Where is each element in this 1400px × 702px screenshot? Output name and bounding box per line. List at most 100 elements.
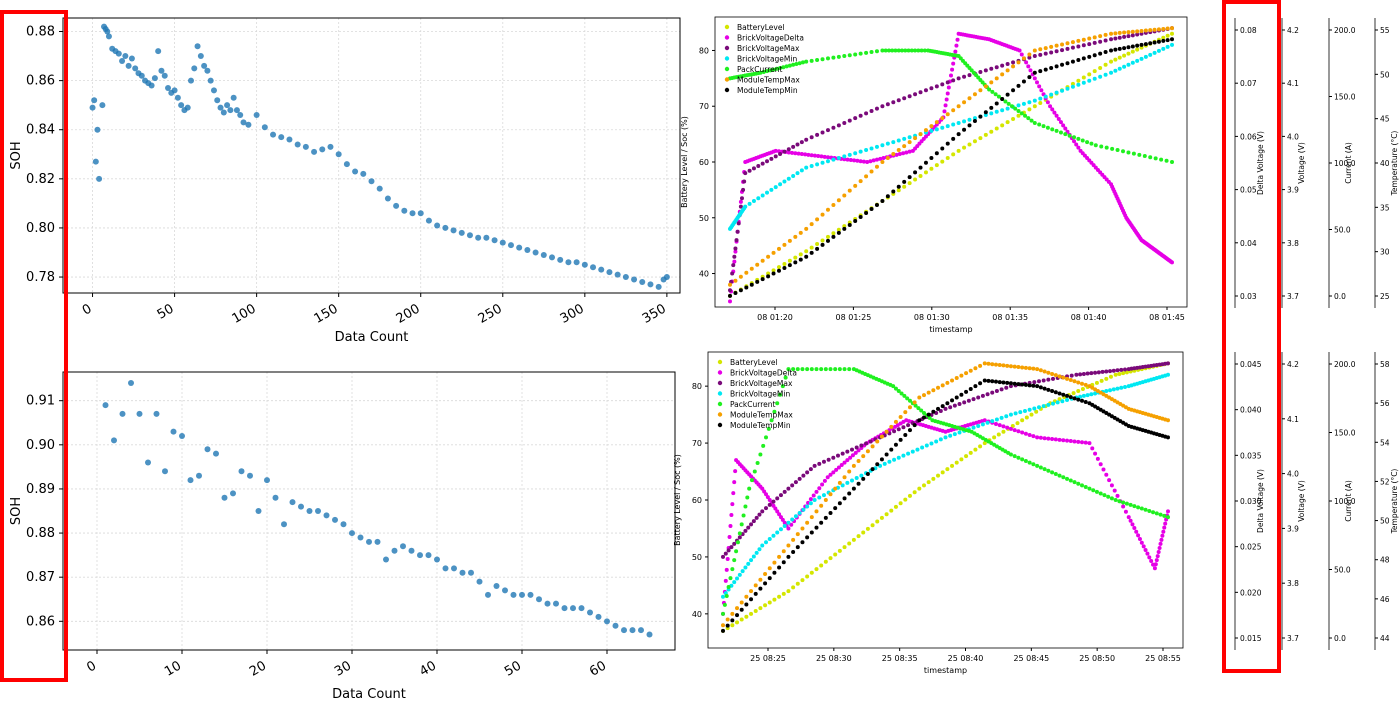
series-point-ModuleTempMin — [786, 554, 791, 559]
series-point-BatteryLevel — [1034, 409, 1039, 414]
series-point-PackCurrent — [1139, 506, 1144, 511]
series-point-ModuleTempMax — [968, 368, 973, 373]
axis-tick-label: 3.8 — [1287, 239, 1299, 248]
axis-tick-label: 4.0 — [1287, 470, 1299, 479]
series-point-BatteryLevel — [744, 614, 749, 619]
axis-tick-label: 0.0 — [1334, 292, 1346, 301]
series-point-BatteryLevel — [1139, 45, 1144, 50]
series-point-PackCurrent — [853, 52, 858, 57]
series-point-BatteryLevel — [1126, 51, 1131, 56]
series-point-BrickVoltageMin — [815, 162, 820, 167]
series-point-PackCurrent — [791, 62, 796, 67]
series-point-PackCurrent — [758, 452, 763, 457]
series-point-PackCurrent — [1132, 504, 1137, 509]
series-point-PackCurrent — [734, 549, 739, 554]
series-point-BrickVoltageMin — [732, 580, 737, 585]
series-point-ModuleTempMax — [1035, 367, 1040, 372]
series-point-ModuleTempMax — [728, 282, 732, 287]
series-point-BrickVoltageMax — [782, 149, 787, 154]
series-point-BrickVoltageMax — [767, 502, 772, 507]
series-point-BrickVoltageMin — [983, 112, 988, 117]
series-point-BrickVoltageDelta — [775, 509, 780, 514]
series-point-ModuleTempMax — [1166, 418, 1170, 423]
series-point-BrickVoltageMin — [817, 495, 822, 500]
series-point-BatteryLevel — [739, 617, 744, 622]
axis-label: Current (A) — [1344, 480, 1353, 522]
series-point-BrickVoltageMin — [1078, 394, 1083, 399]
series-point-BrickVoltageDelta — [865, 160, 870, 164]
series-point-BrickVoltageMin — [994, 109, 999, 114]
series-point-BrickVoltageDelta — [732, 480, 737, 485]
series-point-PackCurrent — [1121, 149, 1126, 154]
axis-tick-label: 200.0 — [1334, 26, 1356, 35]
series-point-PackCurrent — [795, 367, 800, 372]
series-point-BatteryLevel — [1024, 415, 1029, 420]
series-point-ModuleTempMin — [1083, 400, 1088, 405]
series-point-BrickVoltageMin — [934, 127, 939, 132]
series-point-BrickVoltageMax — [786, 486, 791, 491]
series-point-BrickVoltageDelta — [897, 152, 902, 157]
axis-tick-label: 35 — [1380, 203, 1390, 212]
series-point-BrickVoltageMax — [1069, 373, 1074, 378]
series-point-BrickVoltageMax — [782, 489, 787, 494]
data-point — [99, 102, 106, 109]
series-point-PackCurrent — [906, 48, 911, 53]
series-point-ModuleTempMin — [950, 398, 955, 403]
legend-marker — [724, 24, 730, 30]
data-point — [204, 67, 211, 74]
series-point-BrickVoltageMin — [1046, 402, 1051, 407]
series-point-BrickVoltageDelta — [727, 535, 732, 539]
x-tick-label: 25 08:45 — [1013, 654, 1049, 663]
series-point-PackCurrent — [847, 367, 852, 372]
series-point-BrickVoltageMin — [1036, 405, 1041, 410]
axis-tick-label: 45 — [1380, 115, 1390, 124]
series-point-ModuleTempMin — [828, 511, 833, 516]
axis-tick-label: 30 — [1380, 248, 1390, 257]
series-point-ModuleTempMax — [755, 262, 760, 267]
series-point-ModuleTempMin — [902, 179, 907, 184]
x-tick-label: 0 — [80, 301, 95, 318]
y-axis-label: Battery Level / Soc (%) — [680, 116, 689, 208]
series-point-BrickVoltageMax — [757, 512, 762, 517]
series-point-BrickVoltageDelta — [1083, 440, 1088, 445]
series-point-PackCurrent — [916, 406, 921, 411]
data-point — [502, 587, 508, 594]
series-point-PackCurrent — [1076, 481, 1081, 486]
series-point-ModuleTempMax — [1143, 28, 1148, 33]
series-point-BrickVoltageDelta — [814, 489, 819, 494]
data-point — [233, 107, 240, 114]
series-point-BatteryLevel — [820, 238, 825, 243]
series-point-ModuleTempMin — [1027, 75, 1032, 80]
data-point — [153, 410, 160, 417]
series-point-BrickVoltageMin — [1065, 397, 1070, 402]
series-point-BrickVoltageMax — [1032, 380, 1037, 385]
series-point-BrickVoltageDelta — [1134, 529, 1139, 534]
axis-tick-label: 0.025 — [1240, 543, 1262, 552]
legend-label: ModuleTempMax — [730, 411, 793, 420]
series-point-BatteryLevel — [1170, 31, 1174, 36]
data-point — [213, 450, 219, 457]
series-point-PackCurrent — [1067, 133, 1072, 138]
series-point-ModuleTempMax — [1070, 40, 1075, 45]
series-point-ModuleTempMax — [847, 469, 852, 474]
y-tick-label: 80 — [692, 382, 702, 391]
data-point — [165, 84, 172, 91]
series-point-BrickVoltageMin — [1170, 42, 1174, 47]
series-point-BrickVoltageMax — [1093, 370, 1098, 375]
series-point-BrickVoltageMax — [723, 551, 728, 556]
series-point-PackCurrent — [1068, 478, 1073, 483]
y-tick-label: 0.91 — [26, 394, 55, 409]
series-point-BrickVoltageDelta — [762, 489, 767, 494]
series-point-BrickVoltageMax — [918, 90, 923, 95]
series-point-BrickVoltageDelta — [1104, 472, 1109, 477]
series-point-BrickVoltageDelta — [944, 97, 949, 102]
x-tick-label: 300 — [558, 301, 587, 326]
series-point-BrickVoltageDelta — [1101, 467, 1106, 472]
series-point-PackCurrent — [1023, 113, 1028, 118]
axis-label: Delta Voltage (V) — [1256, 131, 1265, 195]
series-point-ModuleTempMax — [880, 160, 885, 164]
series-point-ModuleTempMax — [825, 207, 830, 212]
x-tick-label: 08 01:30 — [914, 313, 950, 322]
series-point-PackCurrent — [1158, 512, 1163, 517]
series-point-BrickVoltageMin — [1156, 48, 1161, 53]
